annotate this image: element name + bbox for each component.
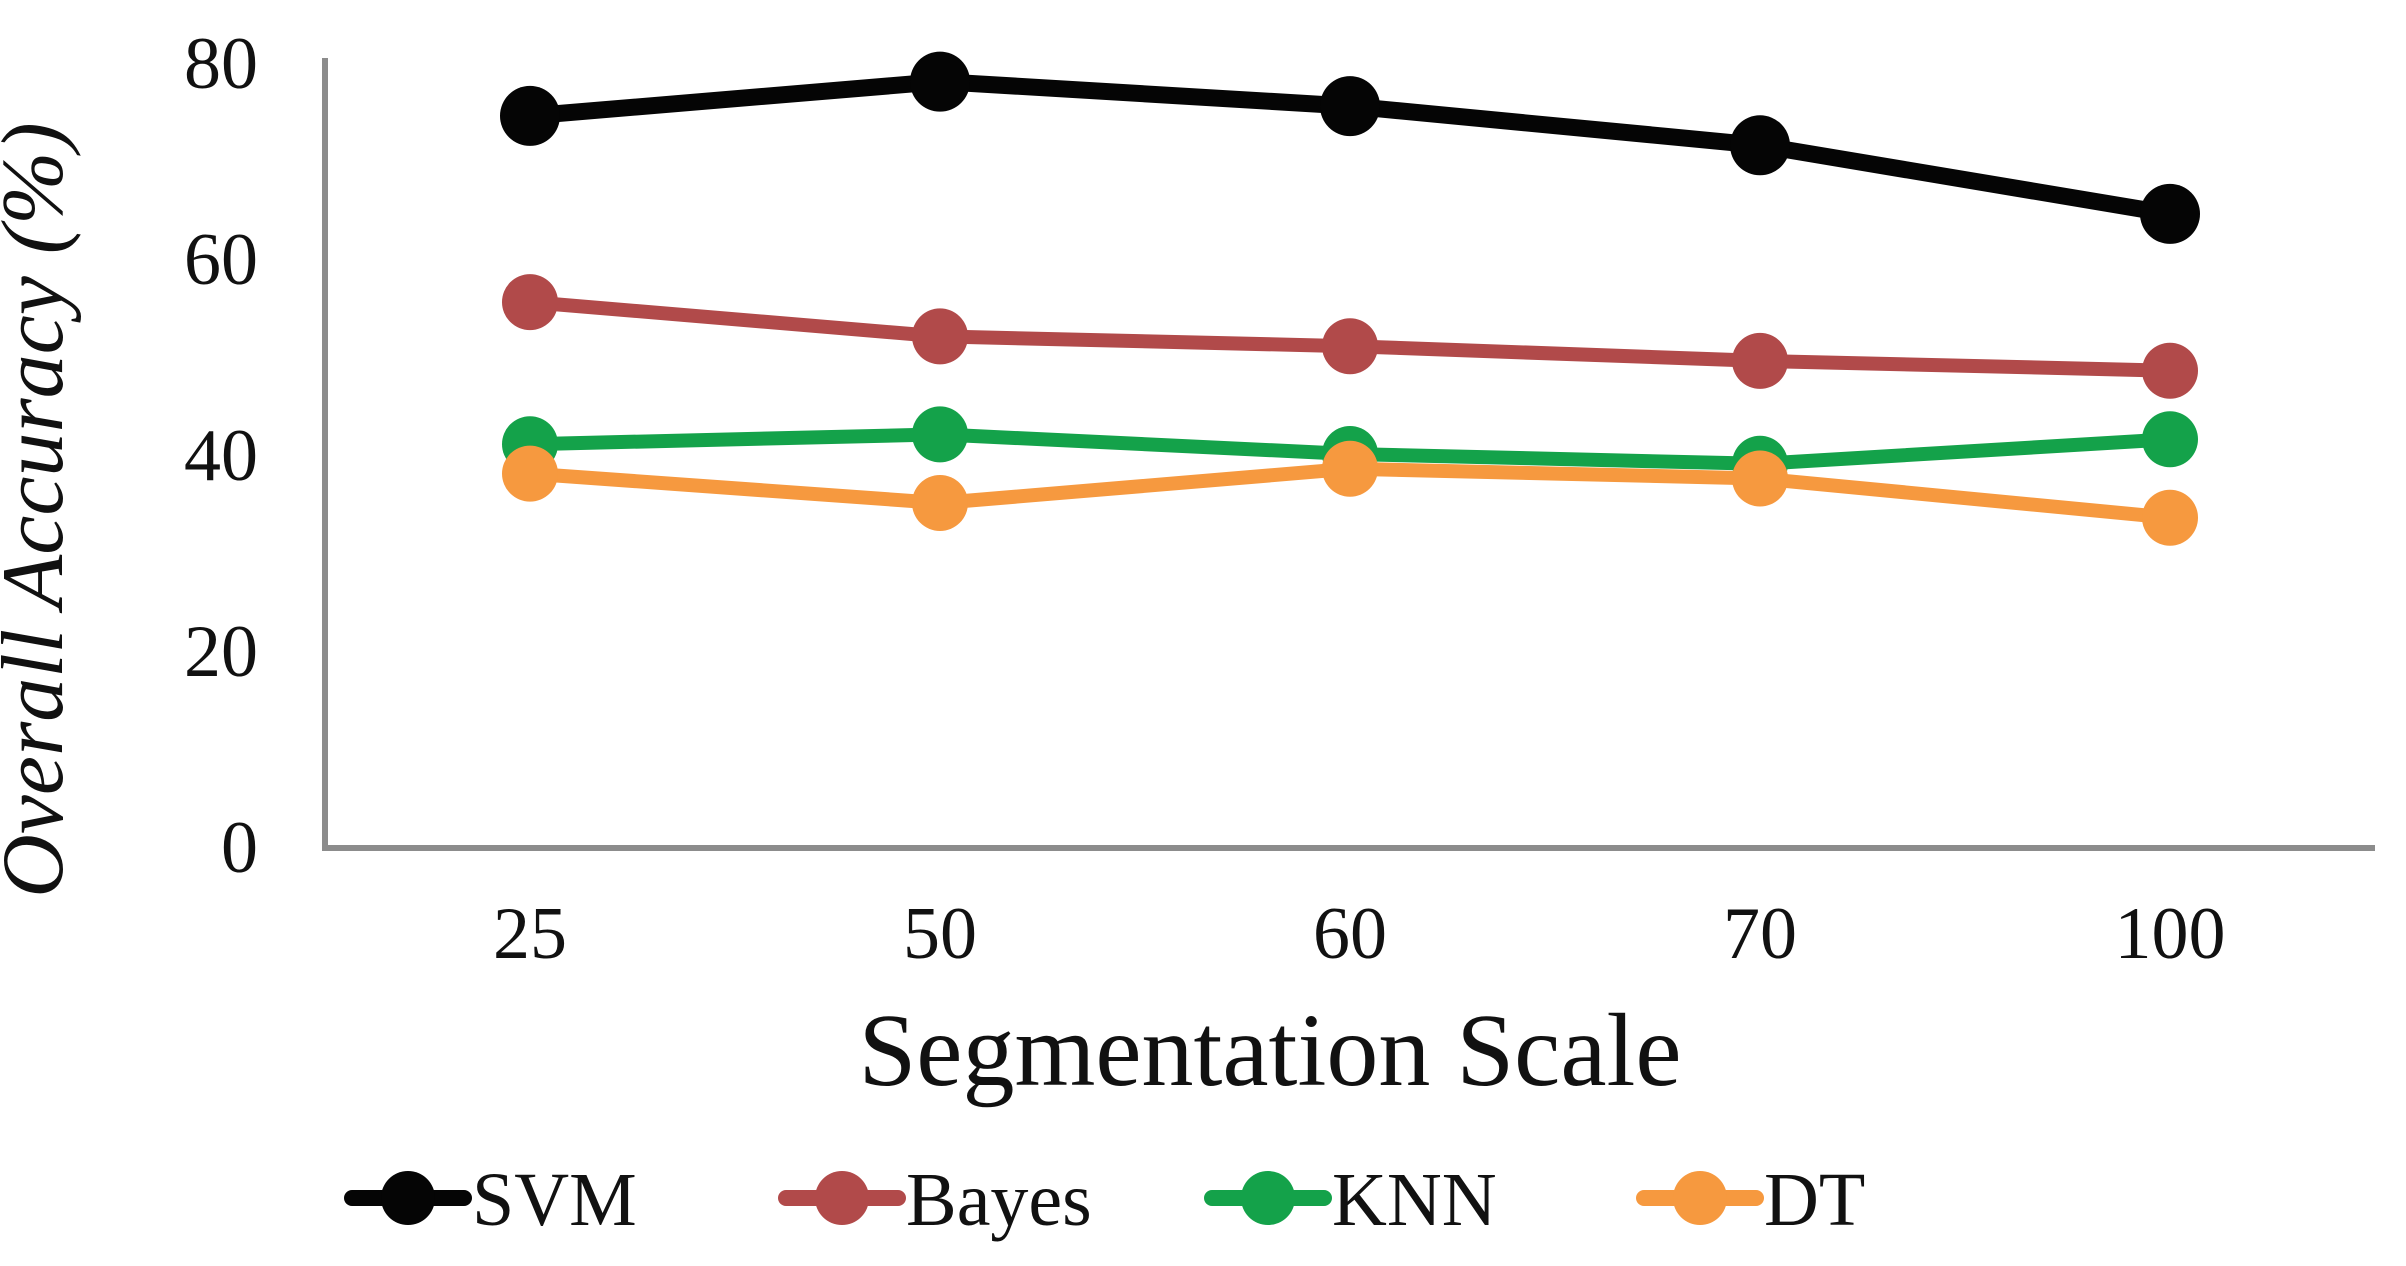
legend-dot-icon-SVM <box>381 1171 435 1225</box>
data-point-DT <box>2142 489 2198 546</box>
legend-label-DT: DT <box>1764 1158 1865 1242</box>
data-point-Bayes <box>502 274 558 331</box>
legend-item-Bayes: Bayes <box>778 1158 1092 1242</box>
y-tick-label: 60 <box>184 219 258 301</box>
y-tick-label: 40 <box>184 415 258 497</box>
series-SVM <box>500 51 2200 244</box>
x-tick-label: 70 <box>1723 893 1797 975</box>
legend-label-KNN: KNN <box>1332 1158 1497 1242</box>
axes <box>322 58 2375 851</box>
y-axis-title: Overall Accuracy (%) <box>0 122 82 897</box>
y-tick-label: 80 <box>184 23 258 105</box>
legend-label-SVM: SVM <box>472 1158 637 1242</box>
data-point-SVM <box>910 51 970 112</box>
legend-item-DT: DT <box>1636 1158 1865 1242</box>
data-point-SVM <box>1730 115 1790 176</box>
x-tick-label: 100 <box>2115 893 2226 975</box>
legend-label-Bayes: Bayes <box>906 1158 1092 1242</box>
x-axis-title: Segmentation Scale <box>858 993 1681 1108</box>
x-tick-label: 50 <box>903 893 977 975</box>
data-point-Bayes <box>2142 342 2198 399</box>
data-point-DT <box>1732 450 1788 507</box>
data-point-SVM <box>1320 76 1380 137</box>
series-DT <box>502 440 2198 546</box>
legend-item-KNN: KNN <box>1204 1158 1497 1242</box>
axis-lines <box>322 58 2375 851</box>
x-tick-label: 60 <box>1313 893 1387 975</box>
series-Bayes <box>502 274 2198 399</box>
data-point-DT <box>502 445 558 502</box>
data-point-KNN <box>2142 411 2198 468</box>
data-point-Bayes <box>1322 318 1378 375</box>
data-point-KNN <box>912 406 968 463</box>
y-tick-label: 20 <box>184 611 258 693</box>
data-point-Bayes <box>1732 332 1788 389</box>
data-point-DT <box>912 475 968 531</box>
data-point-DT <box>1322 440 1378 497</box>
legend: SVM Bayes KNN DT <box>344 1158 1865 1242</box>
x-tick-label: 25 <box>493 893 567 975</box>
data-point-Bayes <box>912 308 968 365</box>
legend-dot-icon-Bayes <box>815 1171 869 1225</box>
data-point-SVM <box>500 85 560 146</box>
legend-dot-icon-DT <box>1673 1171 1727 1225</box>
y-tick-label: 0 <box>221 807 258 889</box>
data-series <box>500 51 2200 546</box>
legend-item-SVM: SVM <box>344 1158 637 1242</box>
tick-labels: 0 20 40 60 80 25 50 60 70 100 <box>184 23 2226 975</box>
legend-dot-icon-KNN <box>1241 1171 1295 1225</box>
data-point-SVM <box>2140 183 2200 244</box>
